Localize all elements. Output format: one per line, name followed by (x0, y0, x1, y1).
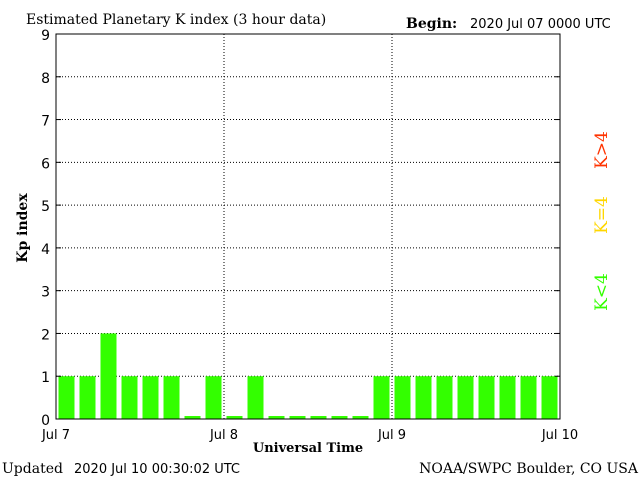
kp-bar (520, 376, 537, 419)
y-tick-label: 8 (41, 71, 50, 87)
bars (58, 333, 558, 419)
kp-bar (541, 376, 558, 419)
legend-k-equals-4: K=4 (592, 196, 612, 234)
y-tick-label: 0 (41, 413, 50, 429)
x-tick-label: Jul 10 (541, 428, 578, 443)
kp-bar (415, 376, 432, 419)
chart-title: Estimated Planetary K index (3 hour data… (26, 12, 326, 28)
kp-bar (79, 376, 96, 419)
legend-k-greater-4: K>4 (592, 131, 612, 169)
kp-bar (247, 376, 264, 419)
credit-text: NOAA/SWPC Boulder, CO USA (419, 461, 639, 477)
kp-bar (289, 416, 306, 419)
kp-bar (436, 376, 453, 419)
y-tick-label: 1 (41, 370, 50, 386)
y-tick-label: 4 (41, 242, 50, 258)
y-axis: 0 1 2 3 4 5 6 7 8 9 (41, 28, 560, 429)
y-tick-label: 7 (41, 114, 50, 130)
kp-bar (142, 376, 159, 419)
y-tick-label: 5 (41, 199, 50, 215)
x-tick-label: Jul 8 (209, 428, 238, 443)
kp-bar (121, 376, 138, 419)
kp-bar (331, 416, 348, 419)
plot-frame (55, 33, 561, 420)
x-axis: Jul 7 Jul 8 Jul 9 Jul 10 (41, 428, 578, 443)
x-tick-label: Jul 7 (41, 428, 70, 443)
kp-bar (58, 376, 75, 419)
kp-bar (163, 376, 180, 419)
y-tick-label: 6 (41, 156, 50, 172)
updated-value: 2020 Jul 10 00:30:02 UTC (74, 462, 240, 477)
y-tick-label: 9 (41, 28, 50, 44)
x-axis-label: Universal Time (253, 441, 363, 456)
begin-label: Begin: (406, 16, 457, 32)
kp-bar (310, 416, 327, 419)
kp-bar (100, 333, 117, 419)
x-tick-label: Jul 9 (377, 428, 406, 443)
y-tick-label: 2 (41, 327, 50, 343)
kp-bar (184, 416, 201, 419)
y-axis-label: Kp index (15, 193, 31, 263)
grid (56, 34, 560, 419)
kp-bar (205, 376, 222, 419)
y-tick-label: 3 (41, 285, 50, 301)
kp-bar (226, 416, 243, 419)
begin-value: 2020 Jul 07 0000 UTC (470, 17, 611, 32)
legend-k-less-4: K<4 (592, 273, 612, 311)
kp-bar (268, 416, 285, 419)
kp-bar (373, 376, 390, 419)
kp-bar (394, 376, 411, 419)
kp-bar (457, 376, 474, 419)
kp-bar (352, 416, 369, 419)
kp-bar (478, 376, 495, 419)
updated-label: Updated (2, 461, 63, 477)
kp-bar (499, 376, 516, 419)
